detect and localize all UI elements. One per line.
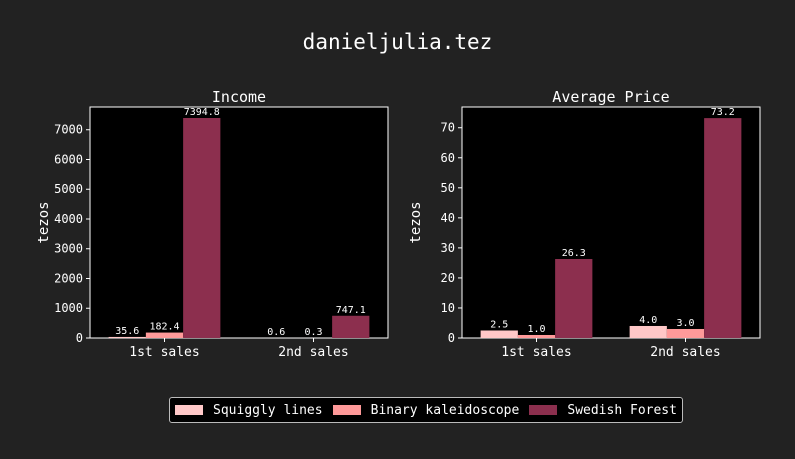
bar <box>108 336 146 338</box>
x-tick-label: 1st sales <box>129 345 199 360</box>
y-tick-label: 5000 <box>54 182 83 196</box>
y-axis-label: tezos <box>36 201 52 243</box>
y-tick-label: 50 <box>441 181 455 195</box>
data-label: 35.6 <box>115 326 139 337</box>
bar <box>183 117 221 338</box>
legend-label: Swedish Forest <box>567 402 677 418</box>
bar <box>480 330 518 338</box>
bar <box>517 334 556 338</box>
x-tick-label: 1st sales <box>501 345 571 360</box>
legend-item-binary-kaleidoscope: Binary kaleidoscope <box>332 402 520 418</box>
chart-title: Average Price <box>552 88 669 106</box>
y-tick-label: 0 <box>76 331 83 345</box>
y-tick-label: 4000 <box>54 212 83 226</box>
data-label: 7394.8 <box>184 107 220 118</box>
y-tick-label: 7000 <box>54 123 83 137</box>
y-tick-label: 1000 <box>54 301 83 315</box>
legend-swatch <box>529 405 558 415</box>
bar <box>555 258 593 338</box>
legend-swatch <box>332 405 361 415</box>
x-tick-label: 2nd sales <box>650 345 720 360</box>
y-tick-label: 30 <box>441 241 455 255</box>
bar <box>704 118 742 338</box>
y-tick-label: 40 <box>441 211 455 225</box>
y-tick-label: 2000 <box>54 271 83 285</box>
data-label: 182.4 <box>149 322 179 333</box>
legend: Squiggly lines Binary kaleidoscope Swedi… <box>169 397 683 423</box>
bar <box>629 325 667 338</box>
legend-item-squiggly-lines: Squiggly lines <box>175 403 323 418</box>
data-label: 747.1 <box>336 305 366 316</box>
legend-label: Binary kaleidoscope <box>370 402 520 418</box>
legend-swatch <box>175 405 204 415</box>
y-tick-label: 6000 <box>54 152 83 166</box>
y-tick-label: 10 <box>441 301 455 315</box>
data-label: 26.3 <box>562 248 586 259</box>
y-tick-label: 3000 <box>54 242 83 256</box>
x-tick-label: 2nd sales <box>278 345 348 360</box>
legend-item-swedish-forest: Swedish Forest <box>529 403 677 418</box>
data-label: 73.2 <box>711 107 735 118</box>
legend-label: Squiggly lines <box>213 402 323 418</box>
y-axis-label: tezos <box>408 201 424 243</box>
data-label: 0.6 <box>267 327 285 338</box>
bar <box>145 332 184 338</box>
data-label: 2.5 <box>490 319 508 330</box>
data-label: 4.0 <box>639 315 657 326</box>
y-tick-label: 20 <box>441 271 455 285</box>
figure-title: danieljulia.tez <box>302 30 493 54</box>
bar <box>332 315 370 338</box>
y-tick-label: 0 <box>448 331 455 345</box>
bar <box>666 328 705 338</box>
data-label: 0.3 <box>304 327 322 338</box>
data-label: 1.0 <box>527 324 545 335</box>
data-label: 3.0 <box>676 318 694 329</box>
y-tick-label: 70 <box>441 121 455 135</box>
chart-title: Income <box>212 88 266 106</box>
plot-area <box>89 106 389 339</box>
y-tick-label: 60 <box>441 151 455 165</box>
